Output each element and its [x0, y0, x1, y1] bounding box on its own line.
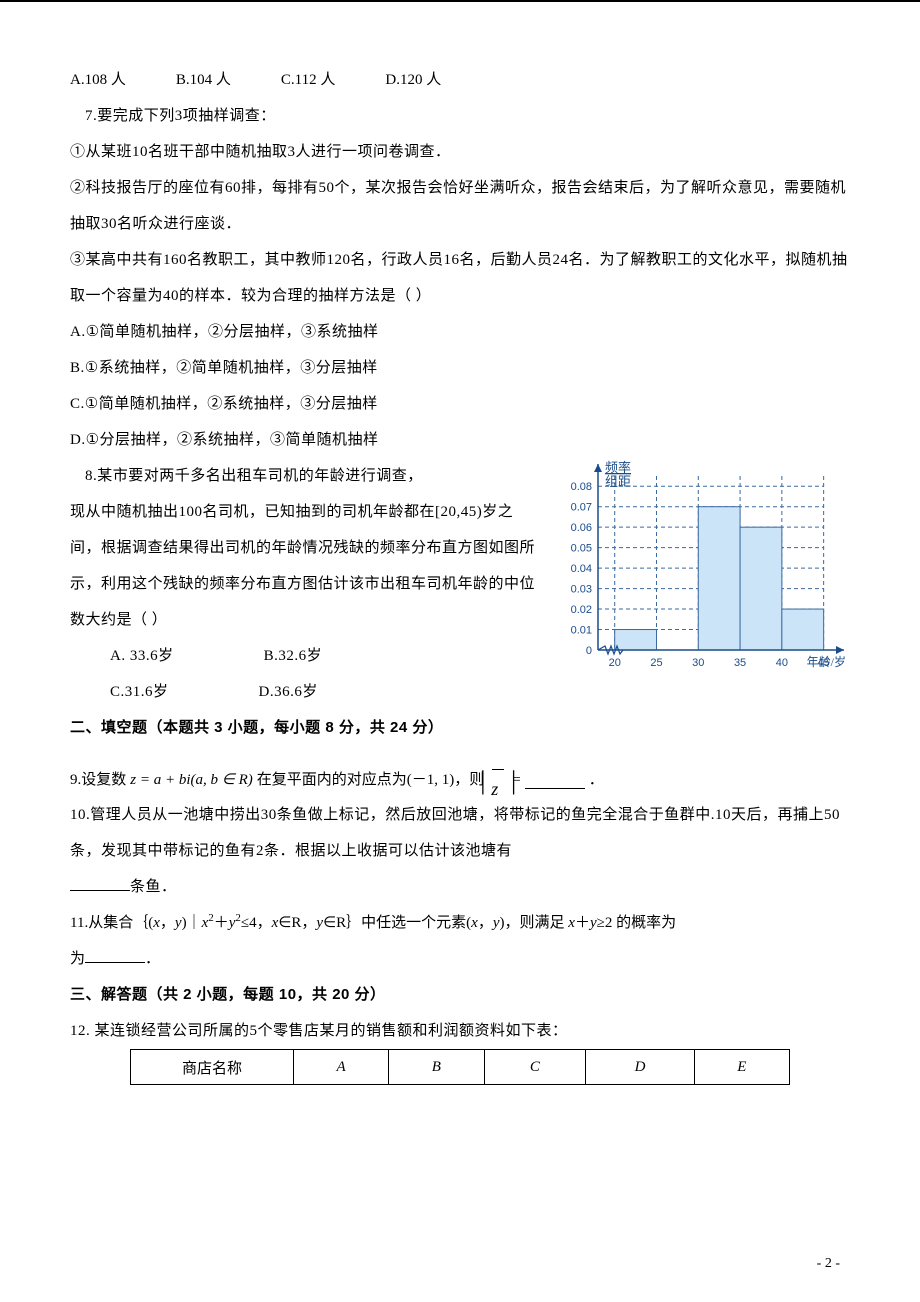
th-a: A — [294, 1050, 389, 1085]
th-d: D — [586, 1050, 694, 1085]
svg-text:组距: 组距 — [605, 474, 631, 489]
q8-stem2: 现从中随机抽出100名司机，已知抽到的司机年龄都在[20,45)岁之间，根据调查… — [70, 494, 540, 638]
q6-opt-d: D.120 人 — [385, 62, 441, 98]
q7-opt-d: D.①分层抽样，②系统抽样，③简单随机抽样 — [70, 422, 850, 458]
q8-opts-row2: C.31.6岁 D.36.6岁 — [70, 674, 540, 710]
q11: 11.从集合｛(x，y)｜x2＋y2≤4，x∈R，y∈R｝中任选一个元素(x，y… — [70, 905, 850, 941]
svg-text:0.07: 0.07 — [571, 502, 592, 514]
q10-text: 10.管理人员从一池塘中捞出30条鱼做上标记，然后放回池塘，将带标记的鱼完全混合… — [70, 797, 850, 869]
svg-text:0.08: 0.08 — [571, 481, 592, 493]
q6-opt-b: B.104 人 — [176, 62, 231, 98]
histogram-chart: 0 0.01 0.02 0.03 0.04 0.05 0.06 0.07 0.08 20 25 30 3… — [550, 458, 850, 678]
q11-tail: ． — [145, 951, 160, 967]
q6-opt-a: A.108 人 — [70, 62, 126, 98]
q6-options: A.108 人 B.104 人 C.112 人 D.120 人 — [70, 62, 850, 98]
q8-row: 8.某市要对两千多名出租车司机的年龄进行调查， 现从中随机抽出100名司机，已知… — [70, 458, 850, 710]
q6-opt-c: C.112 人 — [281, 62, 335, 98]
q9-mid: 在复平面内的对应点为(－1, 1)，则 — [257, 764, 485, 797]
svg-text:30: 30 — [692, 657, 704, 669]
th-c: C — [484, 1050, 586, 1085]
section3-title: 三、解答题（共 2 小题，每题 10，共 20 分） — [70, 977, 850, 1013]
q10-tail: 条鱼． — [130, 879, 177, 895]
q7-l2: ②科技报告厅的座位有60排，每排有50个，某次报告会恰好坐满听众，报告会结束后，… — [70, 170, 850, 242]
q11-tail-row: 为． — [70, 941, 850, 977]
svg-text:40: 40 — [776, 657, 788, 669]
q9: 9.设复数 z = a + bi(a, b ∈ R) 在复平面内的对应点为(－1… — [70, 764, 850, 797]
table-row: 商店名称 A B C D E — [131, 1050, 790, 1085]
th-b: B — [389, 1050, 484, 1085]
svg-text:0.01: 0.01 — [571, 625, 592, 637]
q8-opt-b: B.32.6岁 — [264, 638, 323, 674]
svg-text:0.06: 0.06 — [571, 522, 592, 534]
q8-stem1: 8.某市要对两千多名出租车司机的年龄进行调查， — [70, 458, 540, 494]
q7-opt-a: A.①简单随机抽样，②分层抽样，③系统抽样 — [70, 314, 850, 350]
q7-stem: 7.要完成下列3项抽样调查： — [70, 98, 850, 134]
section2-title: 二、填空题（本题共 3 小题，每小题 8 分，共 24 分） — [70, 710, 850, 746]
q11-blank — [85, 947, 145, 963]
q7-opt-c: C.①简单随机抽样，②系统抽样，③分层抽样 — [70, 386, 850, 422]
q10-blank — [70, 875, 130, 891]
page: A.108 人 B.104 人 C.112 人 D.120 人 7.要完成下列3… — [0, 0, 920, 1302]
svg-text:0.03: 0.03 — [571, 584, 592, 596]
q9-prefix: 9.设复数 — [70, 764, 126, 797]
zbar-abs: |z| — [488, 766, 508, 796]
svg-text:25: 25 — [650, 657, 662, 669]
q12-table: 商店名称 A B C D E — [130, 1049, 790, 1085]
th-e: E — [694, 1050, 789, 1085]
svg-text:年龄/岁: 年龄/岁 — [807, 654, 846, 669]
q9-expr: z = a + bi(a, b ∈ R) — [130, 764, 252, 797]
q8-opt-c: C.31.6岁 — [110, 674, 169, 710]
q8-opt-a: A. 33.6岁 — [110, 638, 174, 674]
svg-text:0.02: 0.02 — [571, 604, 592, 616]
svg-text:0.05: 0.05 — [571, 543, 592, 555]
q8-opts-row1: A. 33.6岁 B.32.6岁 — [70, 638, 540, 674]
svg-text:0: 0 — [586, 645, 592, 657]
th-name: 商店名称 — [131, 1050, 294, 1085]
q9-tail: ． — [589, 764, 604, 797]
q8-opt-d: D.36.6岁 — [259, 674, 318, 710]
svg-text:频率: 频率 — [605, 460, 631, 475]
q7-l1: ①从某班10名班干部中随机抽取3人进行一项问卷调查． — [70, 134, 850, 170]
svg-text:0.04: 0.04 — [571, 563, 592, 575]
svg-text:35: 35 — [734, 657, 746, 669]
svg-text:20: 20 — [609, 657, 621, 669]
q9-blank — [525, 773, 585, 789]
q12-stem: 12. 某连锁经营公司所属的5个零售店某月的销售额和利润额资料如下表： — [70, 1013, 850, 1049]
q7-l3: ③某高中共有160名教职工，其中教师120名，行政人员16名，后勤人员24名．为… — [70, 242, 850, 314]
q7-opt-b: B.①系统抽样，②简单随机抽样，③分层抽样 — [70, 350, 850, 386]
q10-tail-row: 条鱼． — [70, 869, 850, 905]
page-number: - 2 - — [817, 1256, 840, 1272]
